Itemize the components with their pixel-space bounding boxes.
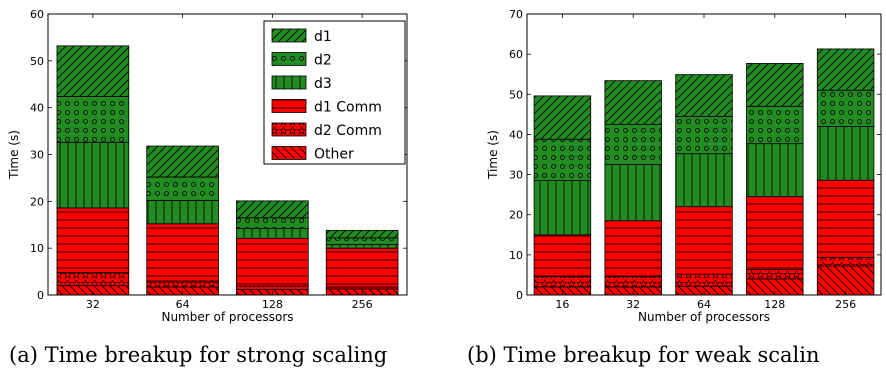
bar-d3-32 xyxy=(56,141,130,209)
legend-swatch-other xyxy=(271,146,307,160)
bar-d1-comm-64 xyxy=(146,223,219,282)
y-tick-label: 60 xyxy=(509,48,523,61)
bar-d2-256 xyxy=(816,89,875,127)
legend-label-other: Other xyxy=(314,147,354,163)
legend-label-d2-comm: d2 Comm xyxy=(314,123,382,139)
x-tick-label: 16 xyxy=(555,298,569,311)
bar-d2-256 xyxy=(325,237,399,245)
bar-d1-128 xyxy=(746,62,804,107)
y-tick-label: 40 xyxy=(30,102,44,115)
y-tick-label: 50 xyxy=(30,55,44,68)
x-tick-label: 32 xyxy=(626,298,640,311)
y-tick-label: 30 xyxy=(509,169,523,182)
bar-d2-64 xyxy=(675,115,733,155)
x-tick-label: 64 xyxy=(697,298,711,311)
bar-d2-comm-256 xyxy=(816,256,875,267)
bar-d2-64 xyxy=(146,176,219,201)
bar-d3-128 xyxy=(236,228,309,239)
bar-other-256 xyxy=(816,265,875,296)
bar-d1-comm-256 xyxy=(816,179,875,258)
y-axis-label: Time (s) xyxy=(486,130,500,180)
caption-weak-scaling: (b) Time breakup for weak scalin xyxy=(467,343,820,367)
plot-frame xyxy=(526,13,882,296)
legend-swatch-d3 xyxy=(271,75,307,90)
y-tick-label: 70 xyxy=(509,8,523,21)
legend-label-d1: d1 xyxy=(314,29,332,45)
x-axis-label: Number of processors xyxy=(161,310,293,324)
legend-label-d2: d2 xyxy=(314,53,332,69)
bar-d2-comm-16 xyxy=(533,276,592,288)
legend-label-d3: d3 xyxy=(314,76,332,92)
y-axis-label: Time (s) xyxy=(7,130,21,180)
bar-d2-comm-64 xyxy=(675,273,733,287)
bar-d1-comm-32 xyxy=(604,220,662,277)
legend-swatch-d1-comm xyxy=(271,99,307,113)
bar-d2-32 xyxy=(604,123,662,165)
y-tick-label: 10 xyxy=(30,242,44,255)
bar-d3-32 xyxy=(604,164,662,222)
bar-d3-256 xyxy=(325,244,399,249)
x-tick-label: 128 xyxy=(262,298,283,311)
x-tick-label: 128 xyxy=(764,298,785,311)
bar-d1-64 xyxy=(146,145,219,178)
bar-d2-comm-128 xyxy=(746,268,804,280)
x-tick-label: 64 xyxy=(176,298,190,311)
bar-d1-128 xyxy=(236,200,309,219)
bar-d2-128 xyxy=(236,217,309,229)
bar-d2-comm-64 xyxy=(146,280,219,288)
bar-d1-comm-16 xyxy=(533,234,592,277)
legend-swatch-d2-comm xyxy=(271,122,307,137)
chart-strong-scaling: 32 64 128 256 0 10 20 30 40 50 60 Number of process… xyxy=(7,8,408,324)
x-tick-label: 32 xyxy=(86,298,100,311)
bar-d2-comm-32 xyxy=(604,276,662,288)
bar-d3-256 xyxy=(816,126,875,181)
x-axis-label: Number of processors xyxy=(638,310,770,324)
legend-box xyxy=(263,20,406,165)
chart-weak-scaling: 16 32 64 128 256 0 10 20 30 40 50 60 70 Number of pro… xyxy=(486,8,882,324)
bar-d3-64 xyxy=(146,199,219,225)
y-tick-label: 30 xyxy=(30,149,44,162)
y-tick-label: 60 xyxy=(30,8,44,21)
legend-label-d1-comm: d1 Comm xyxy=(314,100,382,116)
legend-swatch-d2 xyxy=(271,52,307,66)
x-tick-label: 256 xyxy=(352,298,373,311)
bar-d1-32 xyxy=(56,45,130,97)
legend-swatch-d1 xyxy=(271,28,307,43)
bar-d1-comm-128 xyxy=(746,196,804,270)
y-tick-label: 20 xyxy=(30,195,44,208)
bar-d2-comm-128 xyxy=(236,285,309,290)
bar-d1-256 xyxy=(816,48,875,91)
bar-d2-comm-32 xyxy=(56,272,130,287)
bar-d1-32 xyxy=(604,80,662,125)
bar-d3-64 xyxy=(675,153,733,208)
bar-d3-128 xyxy=(746,143,804,198)
bar-d1-256 xyxy=(325,229,399,239)
plot-frame xyxy=(47,13,408,296)
bar-d1-comm-32 xyxy=(56,207,130,273)
bar-d1-comm-256 xyxy=(325,247,399,288)
caption-strong-scaling: (a) Time breakup for strong scaling xyxy=(9,343,387,367)
y-tick-label: 0 xyxy=(37,289,44,302)
x-tick-label: 256 xyxy=(835,298,856,311)
y-tick-label: 0 xyxy=(516,289,523,302)
bar-d1-comm-128 xyxy=(236,237,309,287)
y-tick-label: 10 xyxy=(509,249,523,262)
bar-d2-16 xyxy=(533,138,592,181)
y-tick-label: 40 xyxy=(509,128,523,141)
bar-d1-comm-64 xyxy=(675,206,733,275)
bar-d2-32 xyxy=(56,96,130,143)
bar-d3-16 xyxy=(533,180,592,236)
y-tick-label: 20 xyxy=(509,209,523,222)
y-tick-label: 50 xyxy=(509,88,523,101)
bar-d2-128 xyxy=(746,105,804,145)
bar-d1-16 xyxy=(533,95,592,140)
bar-d1-64 xyxy=(675,74,733,117)
